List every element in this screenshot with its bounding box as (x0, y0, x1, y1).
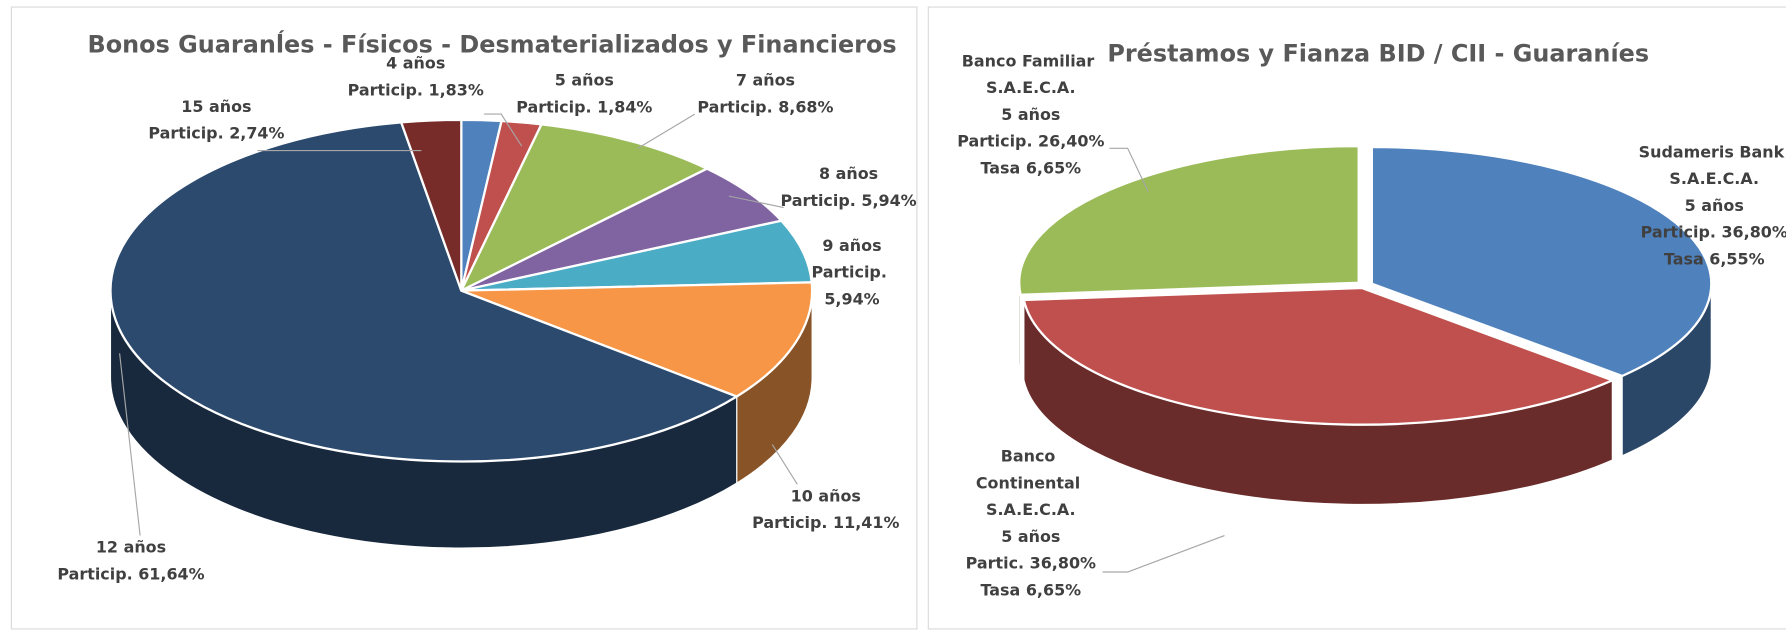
data-label-value: Particip. 61,64% (57, 564, 204, 583)
leader-line (728, 195, 784, 209)
slice-side (1018, 282, 1022, 375)
data-label-category: 7 años (736, 71, 795, 90)
chart-title: Préstamos y Fianza BID / CII - Guaraníes (1107, 40, 1649, 68)
data-label-category: Banco Familiar S.A.E.C.A. (962, 51, 1100, 97)
data-label-category: 12 años (96, 538, 166, 557)
data-label-value: Particip. 11,41% (752, 513, 899, 532)
leader-line (771, 444, 798, 485)
data-label-category: Sudameris Bank S.A.E.C.A. (1639, 142, 1786, 188)
data-label-value: Particip. 26,40% (957, 132, 1104, 151)
data-label-term: 5 años (1001, 105, 1060, 124)
leader-line (637, 113, 696, 149)
data-label-value: Particip. 5,94% (780, 191, 916, 210)
data-label-category: 15 años (181, 97, 251, 116)
slice (1018, 144, 1360, 296)
slice (1022, 286, 1616, 426)
slice (460, 167, 784, 292)
chart-title: Bonos Guaranĺes - Físicos - Desmateriali… (87, 30, 896, 59)
data-label-term: 5 años (1685, 196, 1744, 215)
data-label-rate: Tasa 6,65% (980, 158, 1081, 177)
data-label-category: 4 años (386, 54, 445, 73)
data-label-value: Particip. 36,80% (1641, 223, 1786, 242)
data-label-rate: Tasa 6,65% (980, 580, 1081, 599)
leader-line (119, 353, 141, 536)
data-label-category: 5 años (555, 71, 614, 90)
data-label-category: 9 años (822, 236, 881, 255)
leader-line (1109, 147, 1149, 192)
data-label-category: 8 años (819, 164, 878, 183)
slice (1370, 145, 1713, 378)
leader-line (1102, 535, 1225, 573)
data-label-value: Particip. 2,74% (148, 124, 284, 143)
data-label-value: Particip. 8,68% (697, 97, 833, 116)
slice (461, 219, 813, 292)
slice (458, 123, 710, 294)
slice (460, 281, 814, 398)
data-label-value: Particip. 5,94% (812, 263, 893, 309)
data-label-value: Particip. 1,83% (348, 80, 484, 99)
slice (109, 121, 740, 463)
data-label-value: Partic. 36,80% (966, 554, 1096, 573)
slice (399, 118, 463, 292)
data-label-term: 5 años (1001, 527, 1060, 546)
data-label-rate: Tasa 6,55% (1664, 249, 1765, 268)
leader-line (484, 113, 523, 147)
data-label-value: Particip. 1,84% (516, 97, 652, 116)
data-label-category: Banco Continental S.A.E.C.A. (976, 447, 1086, 520)
data-label-category: 10 años (791, 486, 861, 505)
